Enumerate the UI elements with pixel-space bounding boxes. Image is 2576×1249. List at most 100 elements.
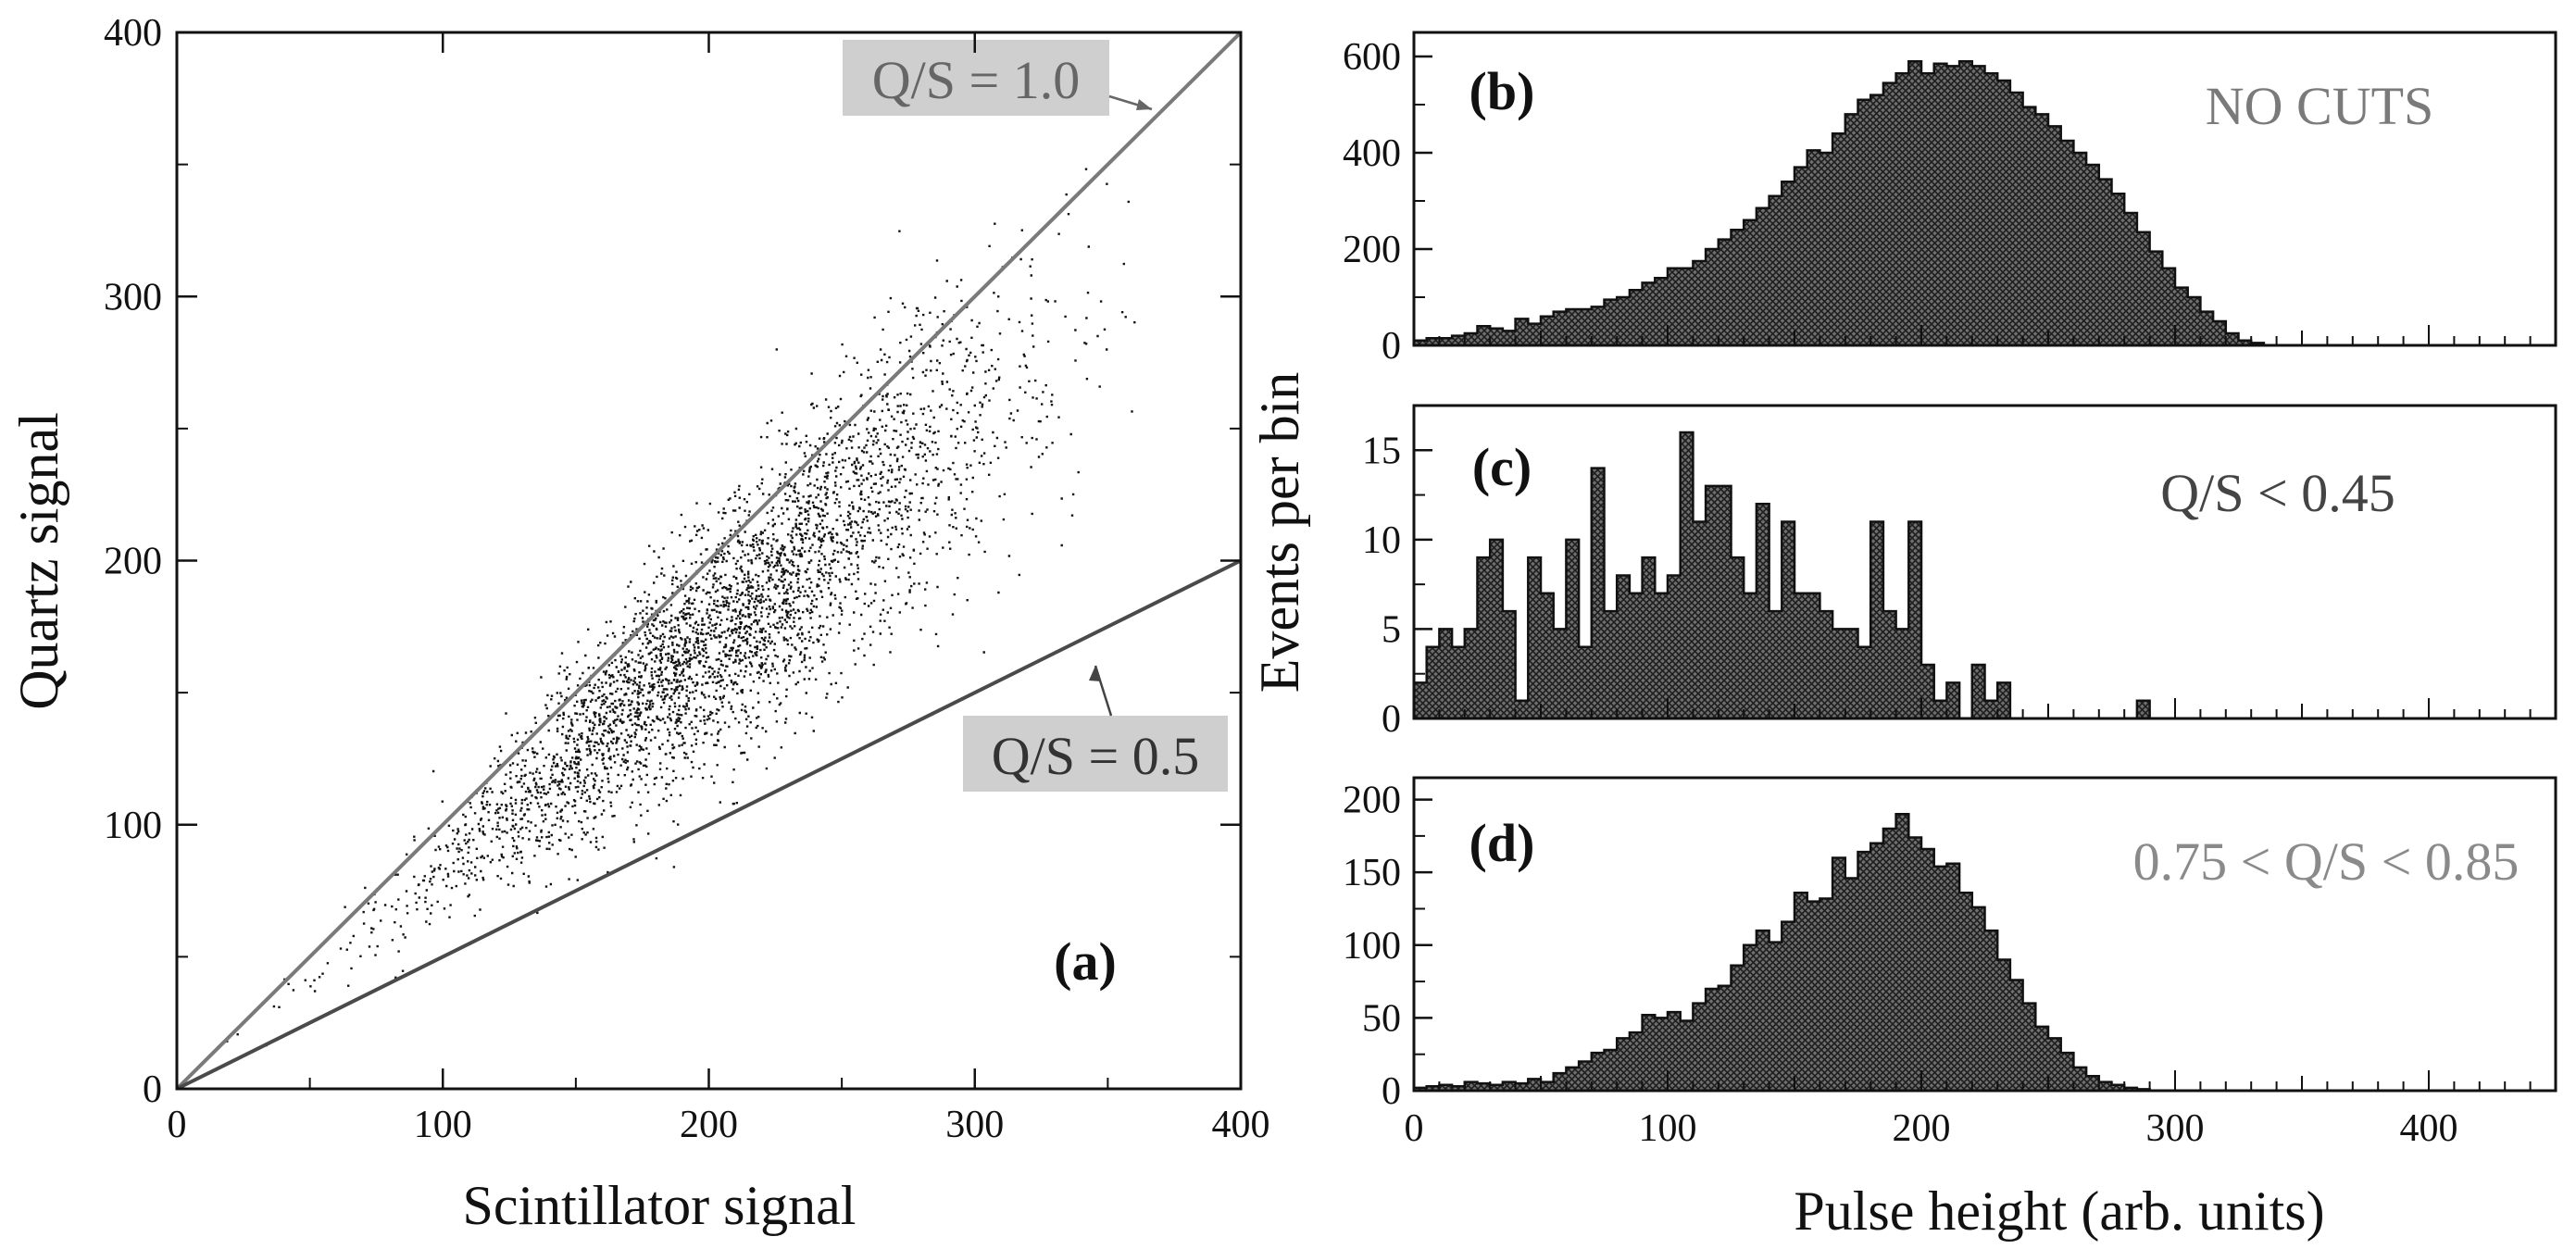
histogram-bin (1439, 629, 1453, 718)
y-tick-label: 300 (104, 276, 162, 318)
histogram-bin (1756, 931, 1769, 1091)
histogram-bin (1528, 1079, 1542, 1091)
histogram-bin (2086, 165, 2100, 345)
histogram-bin (1844, 878, 1858, 1091)
y-tick-label: 200 (104, 541, 162, 583)
histogram-bin (1655, 278, 1669, 345)
histogram-bin (1477, 557, 1491, 718)
histogram-bin (1971, 66, 1985, 346)
histogram-bin (1832, 133, 1846, 345)
histogram-bin (1591, 306, 1605, 345)
histogram-annotation: Q/S < 0.45 (2160, 463, 2395, 523)
histogram-bin (1477, 1083, 1491, 1091)
histogram-bin (1629, 1032, 1643, 1091)
histogram-bin (1819, 611, 1833, 718)
histogram-bin (1541, 316, 1555, 345)
histogram-bin (1452, 1086, 1466, 1091)
histogram-bin (2098, 1081, 2112, 1091)
histogram-bin (1782, 181, 1795, 345)
histogram-x-axis-label: Pulse height (arb. units) (1794, 1180, 2324, 1242)
histogram-bin (1502, 331, 1516, 345)
histogram-bin (1819, 153, 1833, 345)
histogram-bin (1426, 1086, 1440, 1091)
histogram-bin (1744, 219, 1757, 345)
histogram-bin (1933, 63, 1947, 346)
histogram-bin (1452, 646, 1466, 718)
histogram-bin (1414, 340, 1428, 345)
histogram-bin (1553, 1073, 1567, 1091)
histogram-bin (2035, 1026, 2049, 1091)
histogram-bin (1718, 239, 1732, 345)
y-tick-label: 200 (1343, 780, 1401, 822)
histogram-bin (1997, 81, 2011, 345)
histogram-bin (1744, 944, 1757, 1091)
histogram-bin (1464, 1081, 1478, 1091)
histogram-bin (1908, 61, 1922, 345)
histogram-bin (1439, 1084, 1453, 1091)
histogram-bin (2149, 251, 2163, 345)
histogram-bin (2022, 1003, 2036, 1091)
histogram-bin (1844, 629, 1858, 718)
histogram-bin (2124, 1087, 2138, 1091)
histogram-bin (1680, 1020, 1694, 1091)
x-tick-label: 300 (2146, 1107, 2205, 1150)
histogram-bin (1706, 988, 1719, 1091)
histogram-bin (1668, 1012, 1682, 1091)
y-tick-label: 5 (1382, 608, 1401, 651)
histogram-bin (1832, 857, 1846, 1091)
ratio-line-2 (176, 558, 1242, 1091)
histogram-bin (1655, 1018, 1669, 1091)
histogram-bin (1642, 1015, 1656, 1091)
histogram-bin (1579, 309, 1593, 345)
histogram-bin (1617, 575, 1631, 718)
histogram-bin (2162, 268, 2176, 345)
histogram-bin (1984, 700, 1998, 718)
histogram-bin (1579, 646, 1593, 718)
ratio-label-1: Q/S = 1.0 (872, 50, 1080, 110)
histogram-bin (1769, 942, 1782, 1091)
histogram-bin (1528, 323, 1542, 345)
panel-label: (b) (1469, 61, 1535, 121)
histogram-bin (1718, 985, 1732, 1091)
histogram-bin (1668, 268, 1682, 345)
histogram-bin (1579, 1061, 1593, 1091)
scatter-point-cloud (226, 168, 1136, 1047)
histogram-bin (1693, 1003, 1707, 1091)
histogram-bin (1744, 593, 1757, 718)
y-axis-label: Quartz signal (8, 412, 69, 710)
y-tick-label: 0 (1382, 1070, 1401, 1113)
histogram-bin (2022, 106, 2036, 345)
histogram-bin (1794, 167, 1808, 345)
histogram-bin (1959, 893, 1973, 1091)
histogram-bin (1553, 311, 1567, 345)
histogram-bin (2136, 700, 2150, 718)
histogram-bin (1908, 521, 1922, 718)
histogram-bin (1617, 1038, 1631, 1091)
histogram-bin (1604, 611, 1618, 718)
panel-label: (d) (1469, 813, 1535, 873)
histogram-bin (1946, 682, 1960, 718)
histogram-bin (1895, 73, 1909, 345)
histogram-bin (1490, 539, 1504, 718)
histogram-bin (1832, 629, 1846, 718)
histogram-bin (2111, 194, 2125, 345)
histogram-bin (1756, 504, 1769, 718)
histogram-bin (1629, 290, 1643, 345)
y-tick-label: 0 (1382, 325, 1401, 368)
histogram-annotation: NO CUTS (2206, 76, 2434, 136)
histogram-bin (2098, 179, 2112, 345)
histogram-panel-d: 0 100 200 300 400 0 50 100 150 200 (d) 0.75 < Q/S <… (1343, 776, 2557, 1150)
histogram-frame (1412, 404, 2557, 720)
histogram-bin (2086, 1076, 2100, 1091)
histogram-bin (1882, 829, 1896, 1091)
histogram-y-axis-label: Events per bin (1249, 372, 1310, 693)
histogram-annotation: 0.75 < Q/S < 0.85 (2133, 831, 2520, 892)
histogram-bin (1921, 665, 1935, 718)
histogram-bin (1452, 335, 1466, 345)
histogram-bin (1997, 682, 2011, 718)
histogram-bin (1997, 959, 2011, 1091)
histogram-bin (1680, 431, 1694, 718)
histogram-bin (1490, 1084, 1504, 1091)
ratio-label-box-2 (963, 716, 1228, 792)
histogram-bin (1857, 852, 1871, 1091)
